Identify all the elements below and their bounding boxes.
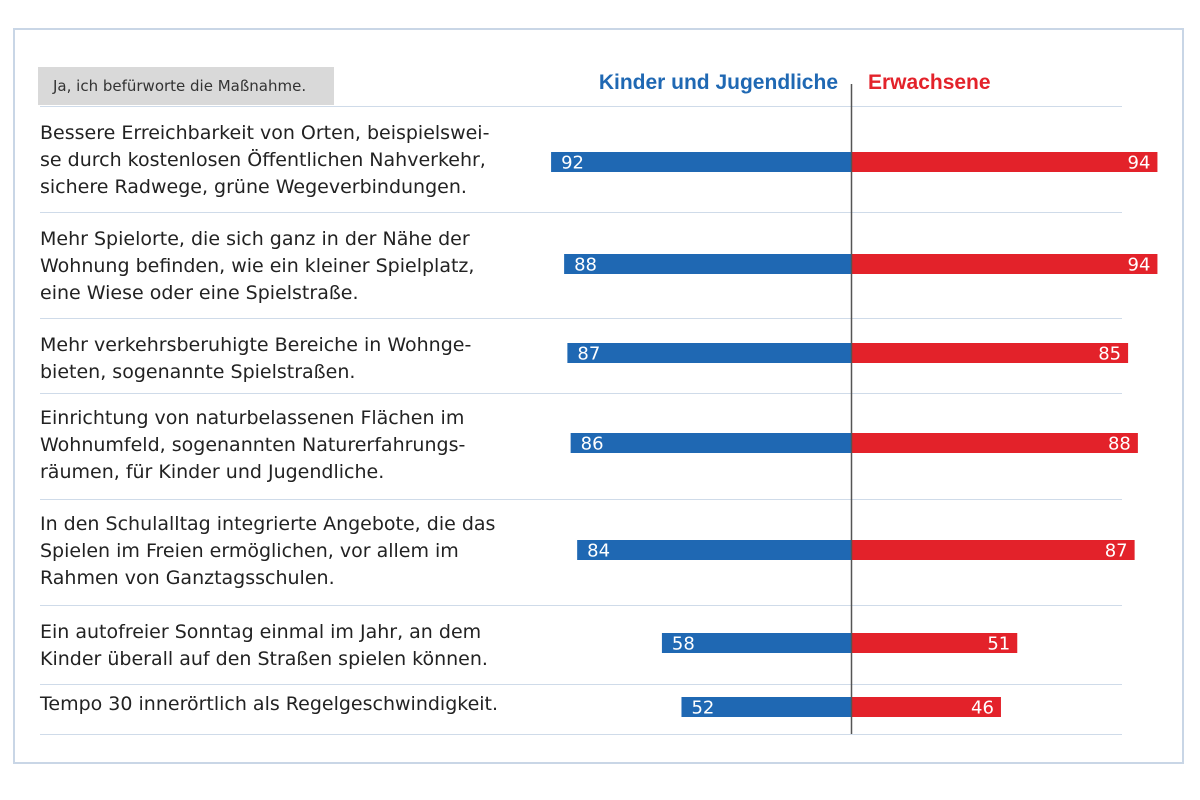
label-kids: 87 bbox=[577, 344, 600, 365]
label-kids: 52 bbox=[691, 698, 714, 719]
question-text: Einrichtung von naturbelassenen Flächen … bbox=[40, 407, 466, 483]
bar-kids bbox=[661, 633, 851, 653]
bar-kids bbox=[681, 697, 851, 717]
bar-kids bbox=[570, 433, 851, 453]
question-text: Ein autofreier Sonntag einmal im Jahr, a… bbox=[40, 621, 488, 670]
chart-frame bbox=[13, 28, 1184, 764]
bar-kids bbox=[551, 152, 851, 172]
question-text: Bessere Erreichbarkeit von Orten, beispi… bbox=[40, 122, 490, 198]
label-kids: 84 bbox=[587, 541, 610, 562]
bar-adults bbox=[851, 697, 1001, 717]
bar-kids bbox=[564, 254, 851, 274]
note-label: Ja, ich befürworte die Maßnahme. bbox=[38, 67, 334, 105]
label-kids: 88 bbox=[574, 255, 597, 276]
bar-adults bbox=[851, 433, 1138, 453]
bar-adults bbox=[851, 540, 1135, 560]
question-text: In den Schulalltag integrierte Angebote,… bbox=[40, 513, 496, 589]
question-text: Mehr verkehrsberuhigte Bereiche in Wohng… bbox=[40, 334, 472, 383]
legend-adults: Erwachsene bbox=[868, 71, 991, 94]
label-adults: 87 bbox=[1105, 541, 1128, 562]
label-adults: 46 bbox=[971, 698, 994, 719]
bar-kids bbox=[577, 540, 851, 560]
bar-adults bbox=[851, 152, 1158, 172]
label-adults: 51 bbox=[987, 634, 1010, 655]
label-kids: 92 bbox=[561, 153, 584, 174]
label-kids: 58 bbox=[672, 634, 695, 655]
question-text: Mehr Spielorte, die sich ganz in der Näh… bbox=[40, 228, 475, 304]
question-text: Tempo 30 innerörtlich als Regelgeschwind… bbox=[40, 693, 499, 715]
bar-kids bbox=[567, 343, 851, 363]
bar-adults bbox=[851, 633, 1018, 653]
label-adults: 88 bbox=[1108, 434, 1131, 455]
label-adults: 94 bbox=[1128, 153, 1151, 174]
label-adults: 85 bbox=[1098, 344, 1121, 365]
label-adults: 94 bbox=[1128, 255, 1151, 276]
label-kids: 86 bbox=[581, 434, 604, 455]
bar-adults bbox=[851, 254, 1158, 274]
legend-kids: Kinder und Jugendliche bbox=[598, 71, 838, 94]
bar-adults bbox=[851, 343, 1129, 363]
